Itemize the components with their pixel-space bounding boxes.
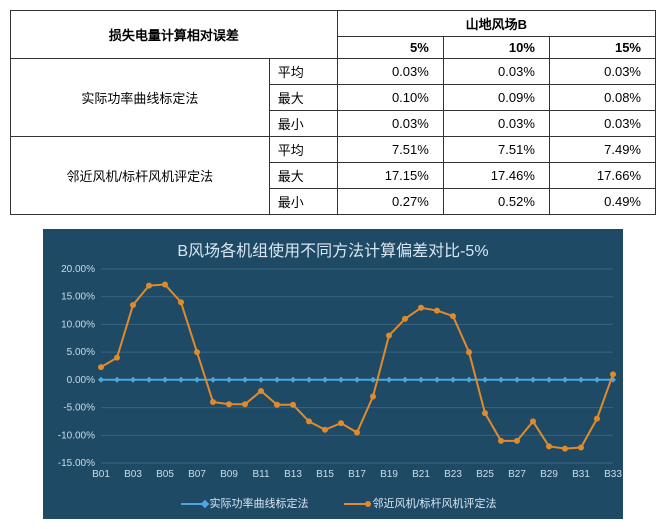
svg-text:B05: B05 (156, 469, 174, 480)
table-row: 实际功率曲线标定法平均0.03%0.03%0.03% (11, 59, 656, 85)
header-group: 山地风场B (337, 11, 655, 37)
data-cell: 0.27% (337, 189, 443, 215)
data-cell: 0.10% (337, 85, 443, 111)
data-cell: 0.03% (337, 111, 443, 137)
chart-title: B风场各机组使用不同方法计算偏差对比-5% (43, 237, 623, 261)
svg-text:B31: B31 (572, 469, 590, 480)
data-cell: 0.08% (549, 85, 655, 111)
legend-item: 邻近风机/标杆风机评定法 (332, 498, 496, 510)
svg-text:B11: B11 (252, 469, 269, 480)
data-cell: 17.15% (337, 163, 443, 189)
svg-text:5.00%: 5.00% (67, 347, 95, 358)
svg-text:20.00%: 20.00% (61, 264, 95, 275)
legend-item: 实际功率曲线标定法 (169, 498, 308, 510)
svg-text:0.00%: 0.00% (67, 375, 95, 386)
svg-text:10.00%: 10.00% (61, 319, 95, 330)
error-table: 损失电量计算相对误差 山地风场B 5%10%15% 实际功率曲线标定法平均0.0… (10, 10, 656, 215)
data-cell: 7.51% (443, 137, 549, 163)
svg-text:-15.00%: -15.00% (58, 458, 95, 469)
chart-legend: 实际功率曲线标定法 邻近风机/标杆风机评定法 (43, 495, 623, 511)
method-label: 实际功率曲线标定法 (11, 59, 270, 137)
chart-container: B风场各机组使用不同方法计算偏差对比-5% -15.00% -10.00% -5.0… (43, 229, 623, 519)
svg-text:B27: B27 (508, 469, 526, 480)
deviation-chart: -15.00% -10.00% -5.00% 0.00% 5.00% 10.00% 15.0… (43, 229, 623, 519)
svg-text:B29: B29 (540, 469, 558, 480)
svg-text:B13: B13 (284, 469, 302, 480)
data-cell: 17.66% (549, 163, 655, 189)
data-cell: 0.52% (443, 189, 549, 215)
data-cell: 7.51% (337, 137, 443, 163)
svg-text:B19: B19 (380, 469, 398, 480)
svg-text:B15: B15 (316, 469, 334, 480)
method-label: 邻近风机/标杆风机评定法 (11, 137, 270, 215)
svg-text:B07: B07 (188, 469, 206, 480)
data-cell: 0.03% (443, 111, 549, 137)
header-main: 损失电量计算相对误差 (11, 11, 338, 59)
col-header: 10% (443, 37, 549, 59)
row-label: 最小 (269, 111, 337, 137)
data-cell: 7.49% (549, 137, 655, 163)
svg-text:B25: B25 (476, 469, 494, 480)
row-label: 最大 (269, 163, 337, 189)
svg-text:B21: B21 (412, 469, 430, 480)
svg-text:B01: B01 (92, 469, 110, 480)
svg-text:B33: B33 (604, 469, 622, 480)
svg-text:B09: B09 (220, 469, 238, 480)
data-cell: 0.49% (549, 189, 655, 215)
row-label: 平均 (269, 137, 337, 163)
col-header: 5% (337, 37, 443, 59)
data-cell: 17.46% (443, 163, 549, 189)
data-cell: 0.03% (337, 59, 443, 85)
data-cell: 0.03% (549, 59, 655, 85)
row-label: 最小 (269, 189, 337, 215)
svg-text:B03: B03 (124, 469, 142, 480)
svg-text:15.00%: 15.00% (61, 292, 95, 303)
svg-text:-5.00%: -5.00% (63, 403, 95, 414)
data-cell: 0.03% (549, 111, 655, 137)
data-cell: 0.09% (443, 85, 549, 111)
row-label: 平均 (269, 59, 337, 85)
svg-text:B17: B17 (348, 469, 366, 480)
svg-text:-10.00%: -10.00% (58, 430, 95, 441)
row-label: 最大 (269, 85, 337, 111)
svg-text:B23: B23 (444, 469, 462, 480)
table-row: 邻近风机/标杆风机评定法平均7.51%7.51%7.49% (11, 137, 656, 163)
data-cell: 0.03% (443, 59, 549, 85)
col-header: 15% (549, 37, 655, 59)
